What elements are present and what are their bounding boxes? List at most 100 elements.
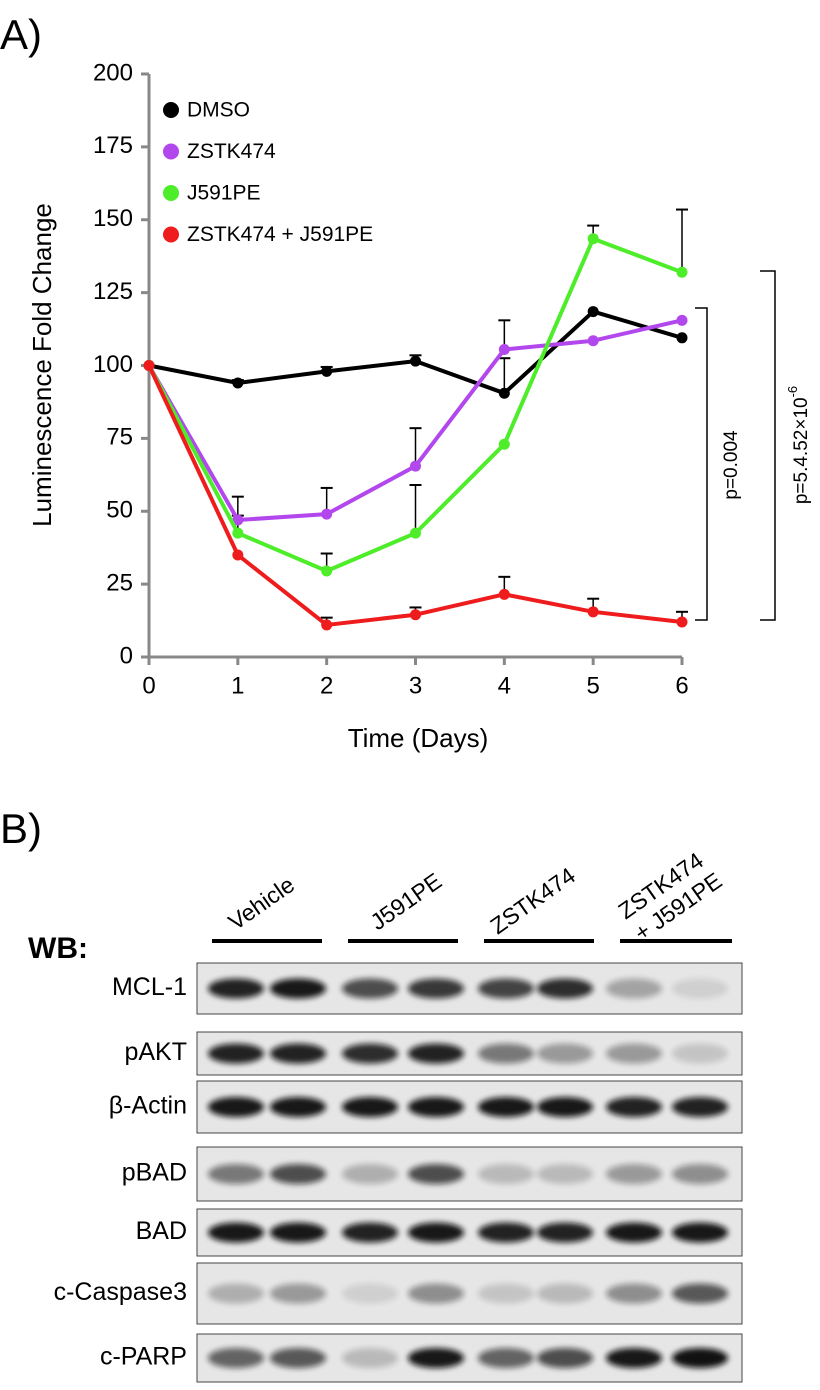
x-tick-label: 4	[498, 672, 511, 699]
band	[606, 1043, 662, 1064]
blot	[196, 1333, 743, 1383]
blot	[196, 1031, 743, 1076]
data-point	[232, 514, 244, 526]
error-bar	[409, 427, 422, 467]
row-label: MCL-1	[112, 973, 187, 1001]
data-point	[676, 616, 688, 628]
data-point	[410, 527, 421, 539]
band	[606, 1348, 662, 1368]
band	[606, 1164, 662, 1184]
y-tick-label: 25	[106, 569, 133, 596]
data-point	[410, 355, 421, 367]
blot	[196, 1080, 743, 1134]
y-axis-title: Luminescence Fold Change	[27, 203, 57, 527]
band	[672, 1164, 728, 1184]
band	[606, 1097, 662, 1117]
x-tick-label: 2	[320, 672, 333, 699]
row-label: pAKT	[124, 1038, 187, 1066]
x-tick-label: 1	[231, 672, 244, 699]
x-tick-label: 3	[409, 672, 422, 699]
band	[537, 1164, 593, 1184]
band	[672, 1222, 728, 1243]
band	[208, 1348, 264, 1368]
row-label: c-PARP	[100, 1343, 187, 1371]
data-point	[143, 360, 155, 371]
group-label: ZSTK474	[485, 862, 580, 939]
band	[537, 1283, 593, 1304]
data-point	[498, 387, 510, 399]
blot	[196, 1146, 743, 1202]
band	[478, 978, 534, 999]
data-point	[587, 335, 599, 347]
band	[606, 1283, 662, 1304]
band	[478, 1164, 534, 1184]
x-tick-label: 6	[675, 672, 688, 699]
band	[537, 1348, 593, 1368]
band	[408, 1043, 464, 1064]
x-axis-title: Time (Days)	[348, 723, 489, 753]
band	[478, 1222, 534, 1243]
data-point	[321, 565, 333, 577]
y-tick-label: 0	[120, 642, 133, 669]
band	[270, 1043, 326, 1064]
error-bar	[409, 484, 422, 534]
y-tick-label: 125	[93, 278, 133, 305]
y-tick-label: 150	[93, 205, 133, 232]
band	[208, 1283, 264, 1304]
band	[208, 1097, 264, 1117]
band	[408, 1097, 464, 1117]
data-point	[321, 508, 333, 520]
data-point	[498, 343, 510, 355]
data-point	[676, 314, 688, 326]
data-point	[498, 438, 510, 450]
legend-marker	[163, 143, 179, 160]
band	[537, 1043, 593, 1064]
error-bar	[676, 208, 688, 273]
legend-label: DMSO	[187, 99, 250, 122]
band	[408, 1283, 464, 1304]
legend-label: ZSTK474	[187, 140, 276, 163]
band	[478, 1097, 534, 1117]
band	[270, 1222, 326, 1243]
band	[208, 978, 264, 999]
band	[408, 1164, 464, 1184]
data-point	[232, 549, 244, 561]
band	[606, 978, 662, 999]
data-point	[676, 266, 688, 278]
p-value: p=5.4.52×10-6	[785, 386, 812, 504]
legend-label: J591PE	[187, 182, 261, 205]
data-point	[498, 588, 510, 600]
y-tick-label: 50	[106, 497, 133, 524]
row-label: BAD	[136, 1217, 187, 1245]
blot	[196, 1208, 743, 1257]
band	[672, 1097, 728, 1117]
band	[270, 1283, 326, 1304]
band	[478, 1283, 534, 1304]
band	[606, 1222, 662, 1243]
data-point	[321, 619, 333, 631]
data-point	[410, 609, 421, 621]
blot	[196, 962, 743, 1015]
series-line	[148, 309, 683, 396]
band	[270, 978, 326, 999]
band	[342, 1043, 398, 1064]
data-point	[587, 606, 599, 618]
band	[342, 1164, 398, 1184]
band	[478, 1043, 534, 1064]
data-point	[587, 306, 599, 318]
bracket	[760, 270, 776, 621]
group-label: J591PE	[365, 868, 446, 936]
x-tick-label: 0	[142, 672, 155, 699]
band	[408, 978, 464, 999]
legend-marker	[163, 185, 179, 201]
band	[537, 978, 593, 999]
band	[208, 1043, 264, 1064]
data-point	[410, 460, 421, 472]
wb-label: WB:	[28, 932, 88, 965]
row-label: pBAD	[122, 1159, 187, 1187]
p-value-exponent: -6	[785, 386, 800, 398]
error-bar	[498, 357, 511, 394]
legend-marker	[163, 102, 179, 118]
group-label: Vehicle	[223, 871, 299, 935]
p-value-text: p=5.4.52×10	[791, 397, 812, 504]
